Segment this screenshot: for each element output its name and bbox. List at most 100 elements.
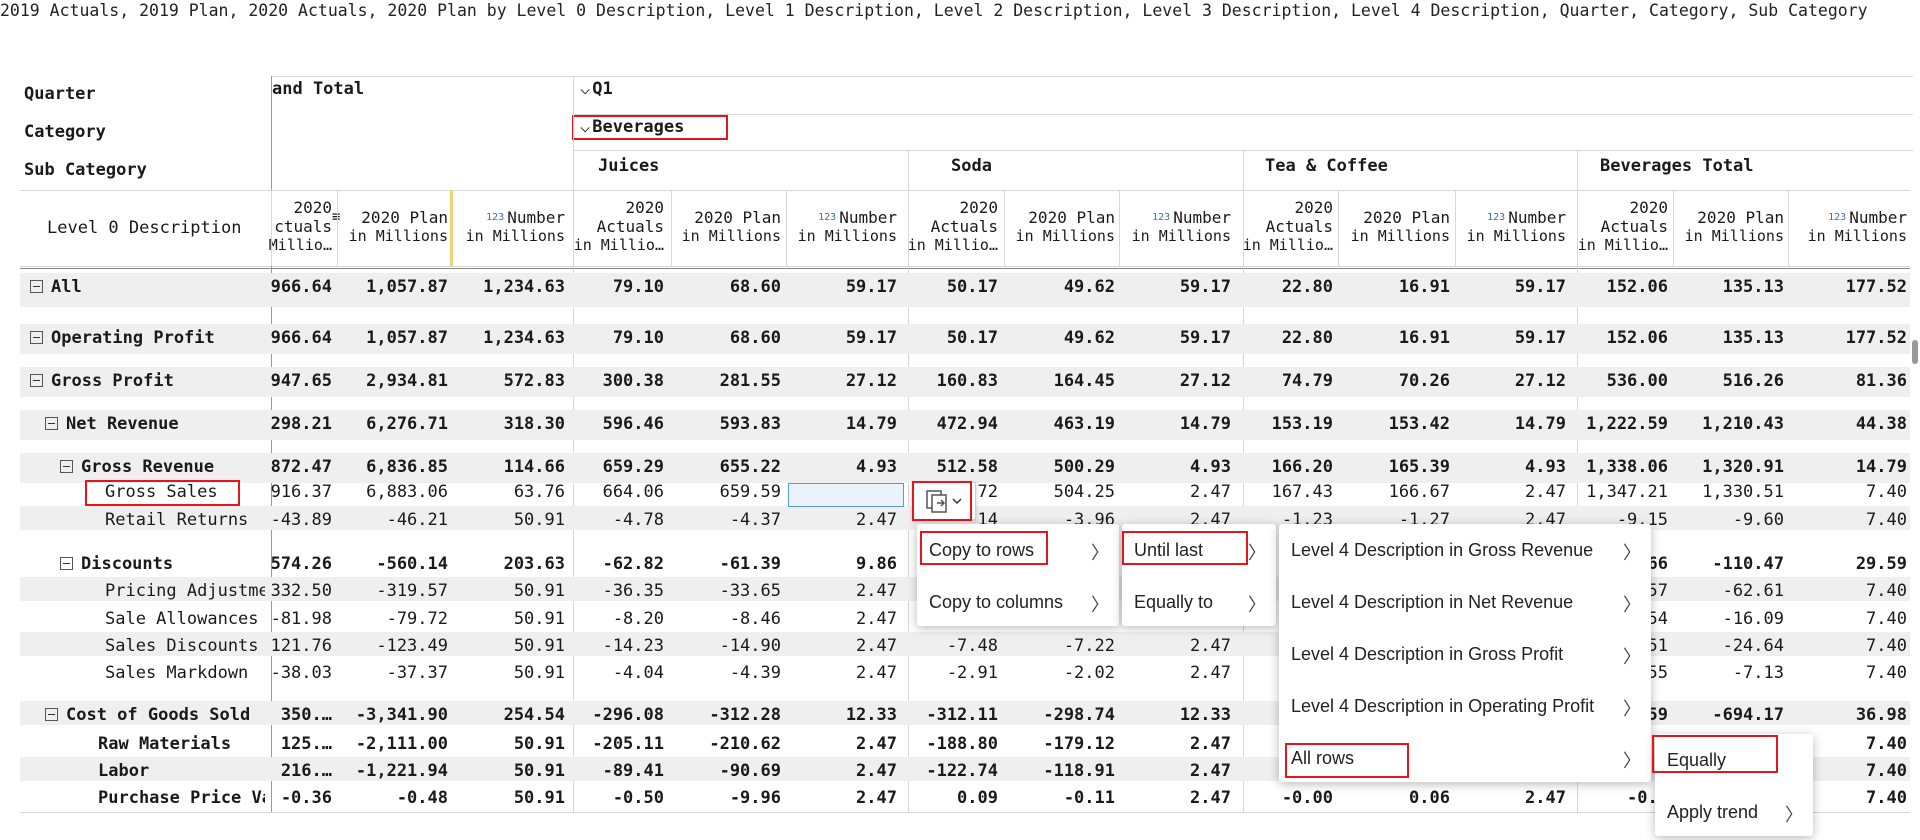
table-cell[interactable]: 596.46 xyxy=(602,414,664,434)
table-cell[interactable]: -90.69 xyxy=(719,761,781,781)
table-cell[interactable]: 14.79 xyxy=(845,414,897,434)
table-cell[interactable]: -312.28 xyxy=(709,705,781,725)
table-cell[interactable]: -43.89 xyxy=(270,510,332,530)
table-cell[interactable]: -0.11 xyxy=(1063,788,1115,808)
table-cell[interactable]: 4.93 xyxy=(1525,457,1566,477)
table-cell[interactable]: 2.47 xyxy=(856,510,897,530)
table-cell[interactable]: 66 xyxy=(1647,554,1668,574)
table-cell[interactable]: 572.83 xyxy=(503,371,565,391)
table-cell[interactable]: -14.23 xyxy=(602,636,664,656)
table-cell[interactable]: -205.11 xyxy=(592,734,664,754)
table-cell[interactable]: 500.29 xyxy=(1053,457,1115,477)
table-cell[interactable]: -89.41 xyxy=(602,761,664,781)
table-cell[interactable]: 59.17 xyxy=(1179,328,1231,348)
table-cell[interactable]: 1,057.87 xyxy=(366,328,448,348)
table-cell[interactable]: -46.21 xyxy=(386,510,448,530)
table-cell[interactable]: 1,234.63 xyxy=(483,277,565,297)
table-cell[interactable]: 281.55 xyxy=(719,371,781,391)
menu-item-copy-to-rows[interactable]: Copy to rows 〉 xyxy=(929,540,1109,563)
minus-square-icon[interactable] xyxy=(30,374,43,387)
table-cell[interactable]: 4.93 xyxy=(1190,457,1231,477)
menu-item-level4-gross-profit[interactable]: Level 4 Description in Gross Profit 〉 xyxy=(1291,644,1641,667)
table-cell[interactable]: 966.64 xyxy=(270,328,332,348)
table-cell[interactable]: 50.17 xyxy=(946,277,998,297)
table-cell[interactable]: -122.74 xyxy=(926,761,998,781)
table-cell[interactable]: -7.13 xyxy=(1732,663,1784,683)
table-cell[interactable]: 153.19 xyxy=(1271,414,1333,434)
table-cell[interactable]: -4.78 xyxy=(612,510,664,530)
column-header[interactable]: 2020 Actuals in Millio… xyxy=(1577,198,1668,254)
table-cell[interactable]: -4.39 xyxy=(729,663,781,683)
table-cell[interactable]: 254.54 xyxy=(503,705,565,725)
table-cell[interactable]: 16.91 xyxy=(1398,328,1450,348)
table-cell[interactable]: 916.37 xyxy=(270,482,332,502)
table-cell[interactable]: -312.11 xyxy=(926,705,998,725)
table-cell[interactable]: -0.48 xyxy=(396,788,448,808)
table-cell[interactable]: 177.52 xyxy=(1845,277,1907,297)
row-label[interactable]: Discounts xyxy=(60,554,265,574)
column-header[interactable]: 123 Number in Millions xyxy=(1466,208,1566,245)
table-cell[interactable]: 68.60 xyxy=(729,277,781,297)
table-cell[interactable]: -298.74 xyxy=(1043,705,1115,725)
vertical-scrollbar[interactable] xyxy=(1912,340,1918,364)
menu-item-apply-trend[interactable]: Apply trend 〉 xyxy=(1667,802,1803,825)
table-cell[interactable]: 16.91 xyxy=(1398,277,1450,297)
chevron-down-icon[interactable]: ⌵ xyxy=(580,79,591,99)
table-cell[interactable]: 152.06 xyxy=(1606,328,1668,348)
table-cell[interactable]: -296.08 xyxy=(592,705,664,725)
table-cell[interactable]: 6,276.71 xyxy=(366,414,448,434)
table-cell[interactable]: 165.39 xyxy=(1388,457,1450,477)
table-cell[interactable]: -38.03 xyxy=(270,663,332,683)
table-cell[interactable]: -7.48 xyxy=(946,636,998,656)
table-cell[interactable]: -0.50 xyxy=(612,788,664,808)
table-cell[interactable]: 72 xyxy=(977,482,998,502)
sort-icon[interactable]: ≡ xyxy=(332,208,340,227)
table-cell[interactable]: 2.47 xyxy=(856,609,897,629)
menu-item-level4-operating-profit[interactable]: Level 4 Description in Operating Profit 〉 xyxy=(1291,696,1641,719)
table-cell[interactable]: 6,836.85 xyxy=(366,457,448,477)
column-header[interactable]: 2020 Plan in Millions xyxy=(1350,208,1450,245)
table-cell[interactable]: 216.… xyxy=(280,761,332,781)
table-cell[interactable]: 49.62 xyxy=(1063,277,1115,297)
table-cell[interactable]: -8.46 xyxy=(729,609,781,629)
table-cell[interactable]: 4.93 xyxy=(856,457,897,477)
table-cell[interactable]: -123.49 xyxy=(376,636,448,656)
table-cell[interactable]: 664.06 xyxy=(602,482,664,502)
table-cell[interactable]: 59.17 xyxy=(845,277,897,297)
table-cell[interactable]: 350.… xyxy=(280,705,332,725)
menu-item-level4-gross-revenue[interactable]: Level 4 Description in Gross Revenue 〉 xyxy=(1291,540,1641,563)
table-cell[interactable]: 1,320.91 xyxy=(1702,457,1784,477)
table-cell[interactable]: -9.60 xyxy=(1732,510,1784,530)
table-cell[interactable]: 50.91 xyxy=(513,510,565,530)
menu-item-equally[interactable]: Equally xyxy=(1667,750,1727,770)
table-cell[interactable]: -8.20 xyxy=(612,609,664,629)
minus-square-icon[interactable] xyxy=(45,417,58,430)
table-cell[interactable]: 2.47 xyxy=(856,734,897,754)
column-header[interactable]: 2020 Actuals in Millio… xyxy=(907,198,998,254)
row-label[interactable]: Operating Profit xyxy=(30,328,265,348)
table-cell[interactable]: 166.67 xyxy=(1388,482,1450,502)
table-cell[interactable]: 152.06 xyxy=(1606,277,1668,297)
table-cell[interactable]: 2.47 xyxy=(1525,788,1566,808)
table-cell[interactable]: 504.25 xyxy=(1053,482,1115,502)
table-cell[interactable]: 44.38 xyxy=(1855,414,1907,434)
table-cell[interactable]: 7.40 xyxy=(1866,734,1907,754)
table-cell[interactable]: 167.43 xyxy=(1271,482,1333,502)
table-cell[interactable]: 7.40 xyxy=(1866,788,1907,808)
table-cell[interactable]: 300.38 xyxy=(602,371,664,391)
table-cell[interactable]: 51 xyxy=(1647,636,1668,656)
table-cell[interactable]: 12.33 xyxy=(845,705,897,725)
table-cell[interactable]: 655.22 xyxy=(719,457,781,477)
menu-item-until-last[interactable]: Until last 〉 xyxy=(1134,540,1266,563)
table-cell[interactable]: 966.64 xyxy=(270,277,332,297)
table-cell[interactable]: 50.91 xyxy=(513,761,565,781)
column-header[interactable]: 123 Number in Millions xyxy=(797,208,897,245)
table-cell[interactable]: 1,057.87 xyxy=(366,277,448,297)
table-cell[interactable]: 50.91 xyxy=(513,609,565,629)
table-cell[interactable]: 50.91 xyxy=(513,663,565,683)
table-cell[interactable]: -4.04 xyxy=(612,663,664,683)
table-cell[interactable]: -37.37 xyxy=(386,663,448,683)
table-cell[interactable]: 59.17 xyxy=(845,328,897,348)
minus-square-icon[interactable] xyxy=(60,460,73,473)
minus-square-icon[interactable] xyxy=(60,557,73,570)
